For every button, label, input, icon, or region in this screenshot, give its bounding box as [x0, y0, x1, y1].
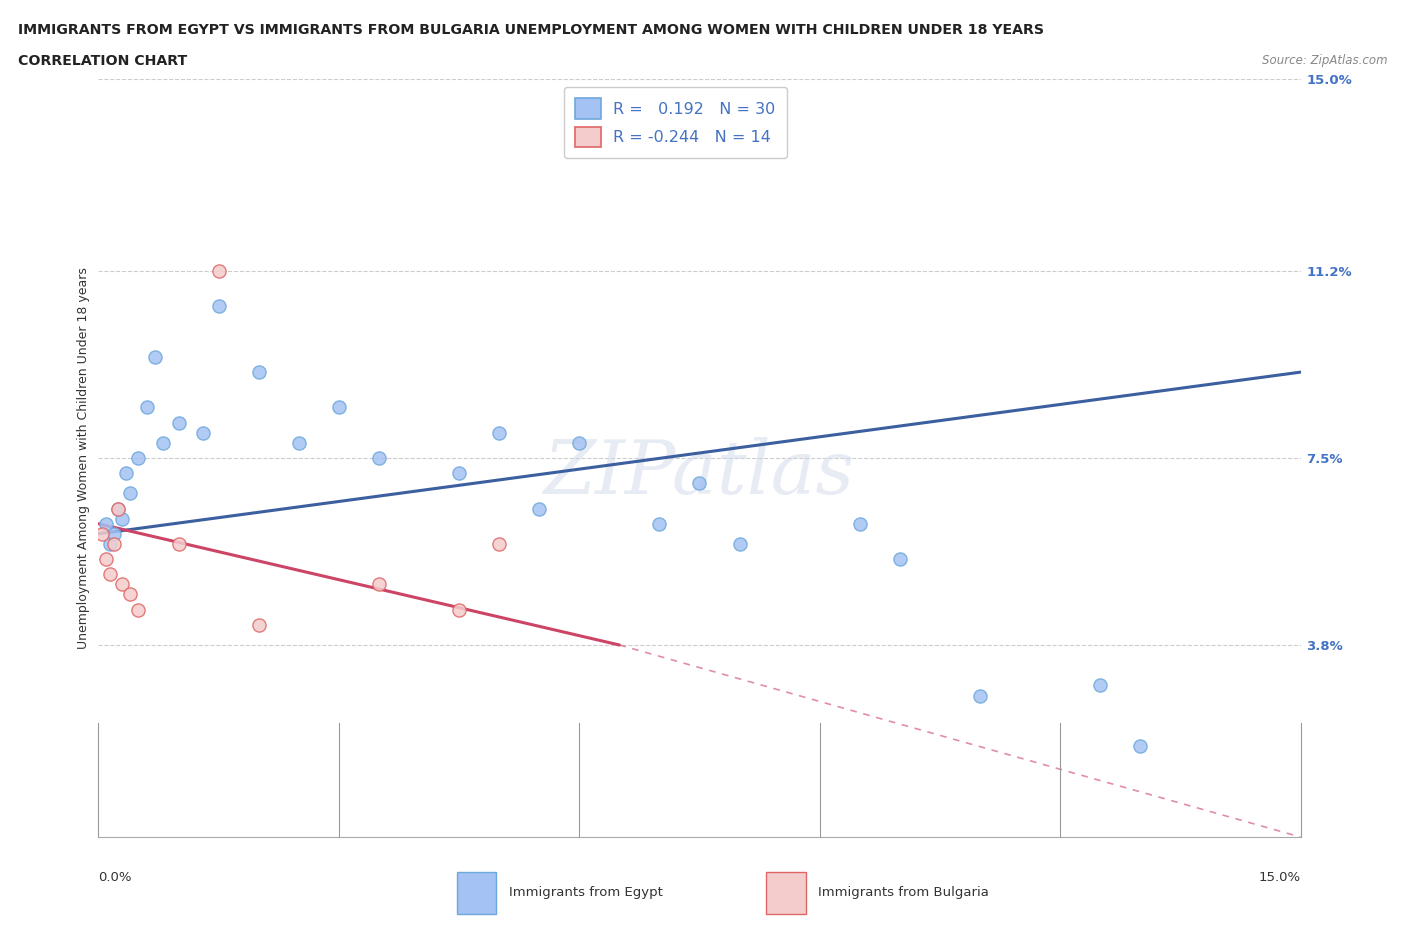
Point	[167, 415, 190, 430]
Point	[447, 466, 470, 481]
Text: 0.0%: 0.0%	[98, 871, 132, 884]
Point	[96, 551, 118, 566]
Point	[728, 537, 751, 551]
Point	[488, 425, 510, 440]
Text: CORRELATION CHART: CORRELATION CHART	[18, 54, 187, 68]
Point	[100, 537, 122, 551]
Y-axis label: Unemployment Among Women with Children Under 18 years: Unemployment Among Women with Children U…	[77, 267, 90, 649]
FancyBboxPatch shape	[766, 872, 806, 913]
Point	[167, 537, 190, 551]
Point	[849, 516, 872, 531]
Point	[208, 299, 231, 314]
Text: 15.0%: 15.0%	[1258, 871, 1301, 884]
Point	[969, 688, 991, 703]
Point	[648, 516, 671, 531]
Point	[120, 486, 142, 501]
Point	[103, 526, 125, 541]
Point	[328, 400, 350, 415]
Point	[103, 537, 125, 551]
FancyBboxPatch shape	[457, 872, 496, 913]
Point	[191, 425, 214, 440]
Point	[889, 551, 911, 566]
Point	[91, 526, 114, 541]
Text: Immigrants from Egypt: Immigrants from Egypt	[509, 886, 662, 899]
Point	[447, 603, 470, 618]
Point	[128, 603, 150, 618]
Legend: R =   0.192   N = 30, R = -0.244   N = 14: R = 0.192 N = 30, R = -0.244 N = 14	[564, 87, 787, 158]
Point	[488, 537, 510, 551]
Point	[111, 577, 134, 591]
Point	[120, 587, 142, 602]
Text: ZIPatlas: ZIPatlas	[544, 437, 855, 510]
Point	[152, 435, 174, 450]
Text: IMMIGRANTS FROM EGYPT VS IMMIGRANTS FROM BULGARIA UNEMPLOYMENT AMONG WOMEN WITH : IMMIGRANTS FROM EGYPT VS IMMIGRANTS FROM…	[18, 23, 1045, 37]
Point	[568, 435, 591, 450]
Text: Source: ZipAtlas.com: Source: ZipAtlas.com	[1263, 54, 1388, 67]
Point	[107, 501, 129, 516]
Point	[208, 263, 231, 278]
Point	[115, 466, 138, 481]
Point	[1088, 678, 1111, 693]
Point	[368, 577, 391, 591]
Point	[1129, 738, 1152, 753]
Point	[247, 618, 270, 632]
Point	[100, 566, 122, 581]
Point	[689, 476, 711, 491]
Point	[107, 501, 129, 516]
Point	[135, 400, 157, 415]
Point	[143, 350, 166, 365]
Point	[368, 451, 391, 466]
Point	[247, 365, 270, 379]
Point	[96, 516, 118, 531]
Point	[529, 501, 551, 516]
Point	[111, 512, 134, 526]
Point	[288, 435, 311, 450]
Text: Immigrants from Bulgaria: Immigrants from Bulgaria	[818, 886, 990, 899]
Point	[128, 451, 150, 466]
